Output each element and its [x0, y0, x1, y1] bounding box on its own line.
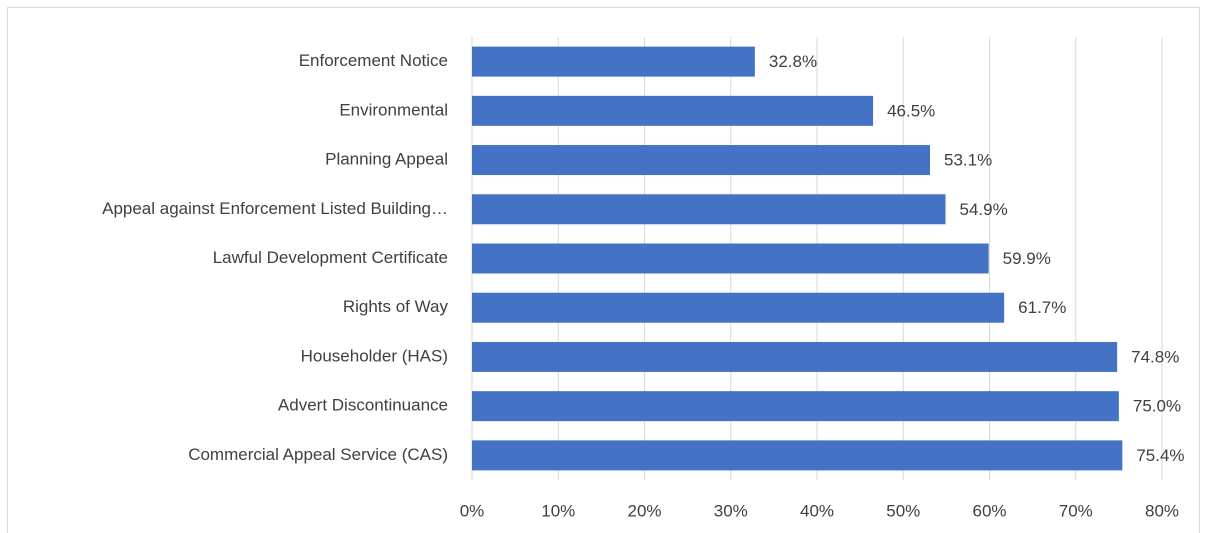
y-tick-label: Advert Discontinuance: [278, 396, 448, 415]
x-tick-label: 20%: [627, 501, 661, 520]
bar: [472, 341, 1118, 372]
bar: [472, 95, 874, 126]
y-tick-label: Planning Appeal: [325, 150, 448, 169]
y-tick-label: Environmental: [339, 100, 448, 119]
bar: [472, 391, 1119, 422]
data-label: 59.9%: [1003, 249, 1051, 268]
y-tick-label: Commercial Appeal Service (CAS): [188, 445, 448, 464]
x-tick-label: 30%: [714, 501, 748, 520]
x-tick-label: 80%: [1145, 501, 1179, 520]
bar: [472, 46, 755, 77]
x-tick-label: 40%: [800, 501, 834, 520]
data-label: 75.0%: [1133, 397, 1181, 416]
y-tick-label: Lawful Development Certificate: [213, 248, 448, 267]
bar: [472, 243, 989, 274]
x-tick-label: 50%: [886, 501, 920, 520]
chart-frame: [7, 7, 1200, 533]
x-tick-label: 10%: [541, 501, 575, 520]
data-label: 75.4%: [1136, 446, 1184, 465]
data-label: 53.1%: [944, 151, 992, 170]
bar: [472, 440, 1123, 471]
bar: [472, 145, 930, 176]
data-label: 32.8%: [769, 52, 817, 71]
data-label: 74.8%: [1131, 347, 1179, 366]
x-tick-label: 70%: [1059, 501, 1093, 520]
data-label: 46.5%: [887, 101, 935, 120]
bar: [472, 292, 1005, 323]
x-tick-label: 60%: [972, 501, 1006, 520]
data-label: 61.7%: [1018, 298, 1066, 317]
x-tick-label: 0%: [460, 501, 485, 520]
y-tick-label: Appeal against Enforcement Listed Buildi…: [102, 199, 448, 218]
y-tick-label: Enforcement Notice: [299, 51, 448, 70]
y-tick-label: Rights of Way: [343, 297, 449, 316]
data-label: 54.9%: [960, 200, 1008, 219]
y-tick-label: Householder (HAS): [301, 346, 448, 365]
bar: [472, 194, 946, 225]
